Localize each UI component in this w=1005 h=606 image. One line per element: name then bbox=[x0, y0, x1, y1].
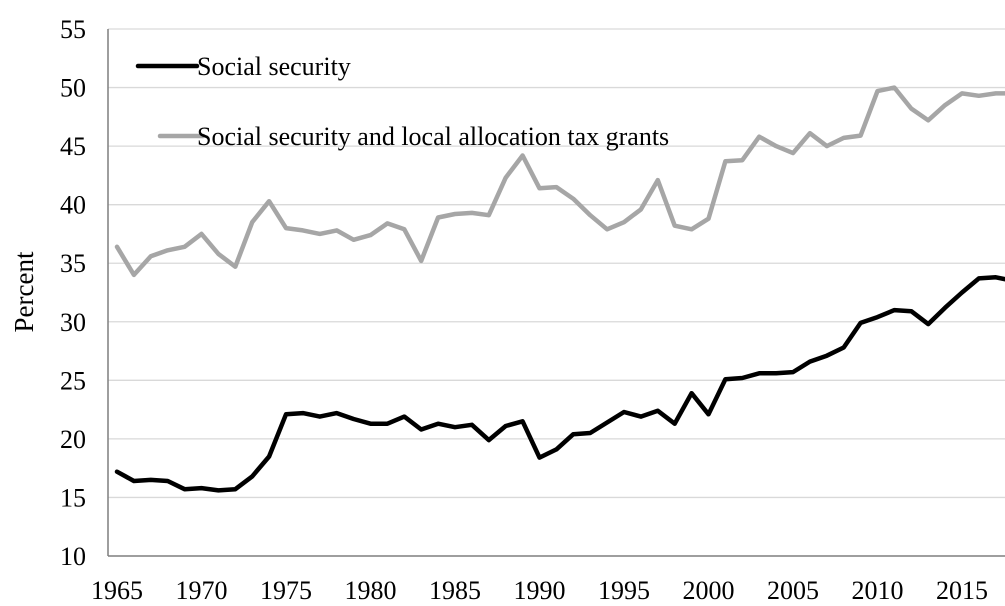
gridlines bbox=[108, 28, 1005, 499]
legend-entry: Social security and local allocation tax… bbox=[157, 122, 669, 151]
legend-entry: Social security bbox=[135, 52, 351, 81]
y-tick-label: 45 bbox=[60, 132, 86, 161]
legend-label: Social security bbox=[197, 52, 351, 81]
x-tick-label: 1995 bbox=[598, 576, 650, 605]
x-tick-label: 1970 bbox=[176, 576, 228, 605]
x-tick-label: 2015 bbox=[936, 576, 988, 605]
x-tick-label: 1975 bbox=[260, 576, 312, 605]
tick-labels: 10 15 20 25 30 35 40 45 50 55 1965 1970 1975 1980 1985… bbox=[60, 15, 988, 605]
legend-label: Social security and local allocation tax… bbox=[197, 122, 669, 151]
x-tick-label: 1965 bbox=[91, 576, 143, 605]
y-tick-label: 40 bbox=[60, 191, 86, 220]
y-tick-label: 20 bbox=[60, 425, 86, 454]
legend: Social security Social security and local… bbox=[135, 52, 669, 151]
y-tick-label: 55 bbox=[60, 15, 86, 44]
x-tick-label: 1980 bbox=[345, 576, 397, 605]
y-tick-label: 50 bbox=[60, 74, 86, 103]
x-tick-label: 1990 bbox=[514, 576, 566, 605]
x-tick-label: 2010 bbox=[852, 576, 904, 605]
y-tick-label: 10 bbox=[60, 542, 86, 571]
y-tick-label: 35 bbox=[60, 249, 86, 278]
y-axis-title: Percent bbox=[9, 251, 39, 332]
y-tick-label: 30 bbox=[60, 308, 86, 337]
y-tick-label: 15 bbox=[60, 483, 86, 512]
series-lines bbox=[114, 85, 1005, 493]
x-tick-label: 1985 bbox=[429, 576, 481, 605]
series-line bbox=[114, 275, 1005, 493]
axes bbox=[107, 29, 1005, 557]
y-tick-label: 25 bbox=[60, 366, 86, 395]
x-tick-label: 2000 bbox=[683, 576, 735, 605]
x-tick-label: 2005 bbox=[767, 576, 819, 605]
series-line bbox=[114, 85, 1005, 278]
